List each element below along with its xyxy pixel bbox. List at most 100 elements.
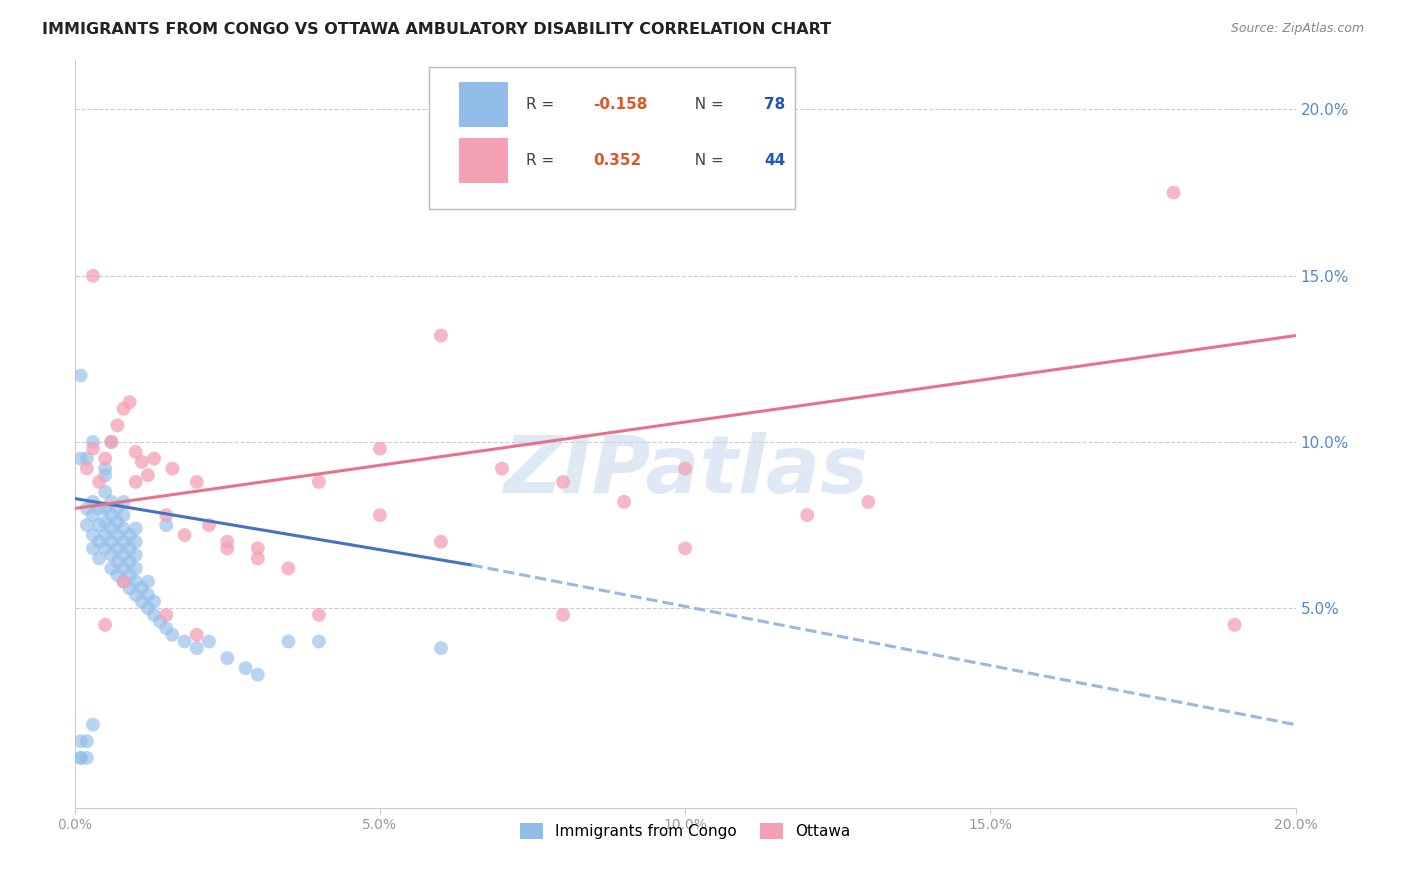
Point [155,518,177,533]
Point [125,574,148,589]
Text: 78: 78 [765,97,786,112]
Point [76,461,98,475]
Point [368,508,391,523]
Point [69,368,91,383]
Point [186,641,208,656]
Point [131,582,153,596]
Point [82,541,104,556]
Point [430,641,453,656]
Point [94,528,117,542]
Point [76,734,98,748]
Point [118,582,141,596]
Point [100,548,122,562]
Point [112,574,135,589]
Point [125,445,148,459]
Point [125,534,148,549]
Point [82,442,104,456]
Text: -0.158: -0.158 [593,97,648,112]
Point [112,534,135,549]
Point [107,515,129,529]
Point [155,508,177,523]
Text: N =: N = [685,153,728,168]
Text: 0.352: 0.352 [593,153,641,168]
Point [491,461,513,475]
Point [217,534,239,549]
Point [112,401,135,416]
Bar [460,138,508,183]
Point [308,475,330,489]
Point [143,594,166,608]
Point [100,435,122,450]
Point [1223,618,1246,632]
Point [112,495,135,509]
Point [198,518,221,533]
Point [368,442,391,456]
Point [112,521,135,535]
Point [100,534,122,549]
Point [308,634,330,648]
Point [107,555,129,569]
Point [87,501,110,516]
Point [100,508,122,523]
Point [112,548,135,562]
Point [125,521,148,535]
Point [94,501,117,516]
Point [107,568,129,582]
Point [94,484,117,499]
Point [246,667,269,681]
Point [125,548,148,562]
Point [82,435,104,450]
Point [112,561,135,575]
Point [217,651,239,665]
Point [162,628,184,642]
Point [136,468,159,483]
Legend: Immigrants from Congo, Ottawa: Immigrants from Congo, Ottawa [515,817,856,845]
Point [94,461,117,475]
Point [186,628,208,642]
Point [162,461,184,475]
Point [613,495,636,509]
Point [155,607,177,622]
Point [87,551,110,566]
Point [76,501,98,516]
Point [1163,186,1185,200]
Point [131,455,153,469]
Point [118,528,141,542]
Point [82,268,104,283]
Point [94,541,117,556]
Point [186,475,208,489]
Point [173,528,195,542]
Point [107,418,129,433]
Point [94,515,117,529]
Point [87,518,110,533]
Point [125,588,148,602]
Point [143,607,166,622]
Point [107,541,129,556]
Point [673,541,696,556]
Point [796,508,818,523]
Text: 44: 44 [765,153,786,168]
Point [82,717,104,731]
Point [94,618,117,632]
Point [277,634,299,648]
Point [430,534,453,549]
Text: N =: N = [685,97,728,112]
Point [308,607,330,622]
Point [118,541,141,556]
Point [69,734,91,748]
Point [118,395,141,409]
Point [858,495,880,509]
Text: IMMIGRANTS FROM CONGO VS OTTAWA AMBULATORY DISABILITY CORRELATION CHART: IMMIGRANTS FROM CONGO VS OTTAWA AMBULATO… [42,22,831,37]
Point [82,495,104,509]
Text: R =: R = [526,153,564,168]
Text: Source: ZipAtlas.com: Source: ZipAtlas.com [1230,22,1364,36]
Point [69,451,91,466]
Point [125,561,148,575]
Point [551,607,574,622]
Text: ZIPatlas: ZIPatlas [502,432,868,510]
Point [136,601,159,615]
Point [100,521,122,535]
Point [94,451,117,466]
Point [131,594,153,608]
Point [246,541,269,556]
